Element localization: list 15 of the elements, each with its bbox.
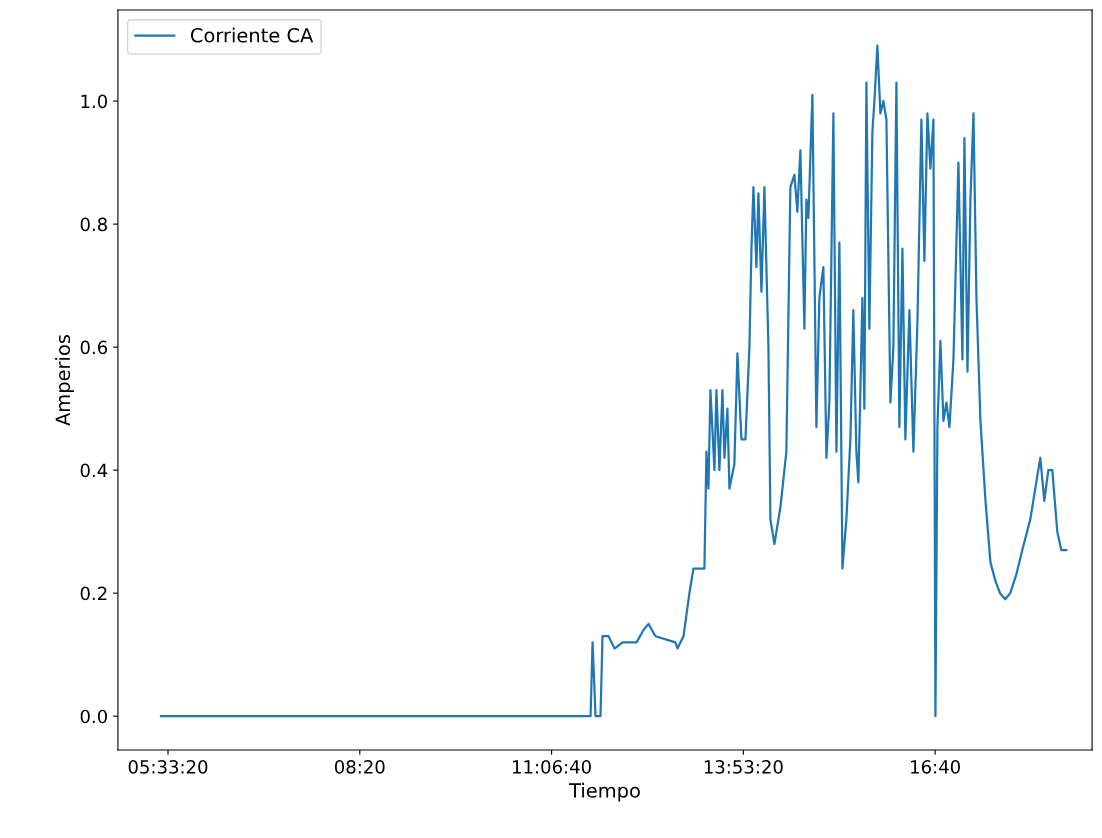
x-tick-label: 05:33:20 xyxy=(128,760,208,774)
line-series xyxy=(159,44,1068,718)
legend-label: Corriente CA xyxy=(190,27,314,43)
y-axis-title: Amperios xyxy=(55,335,74,426)
x-tick-label: 13:53:20 xyxy=(704,760,783,774)
y-tick-label: 1.0 xyxy=(81,94,107,109)
y-tick-label: 0.6 xyxy=(80,340,108,355)
y-tick-label: 0.4 xyxy=(80,463,108,478)
y-tick-label: 0.0 xyxy=(80,709,107,724)
y-tick-label: 0.8 xyxy=(80,217,107,232)
x-axis-title: Tiempo xyxy=(569,782,640,802)
x-tick-label: 11:06:40 xyxy=(513,760,591,774)
y-tick-label: 0.2 xyxy=(80,586,107,601)
x-tick-label: 16:40 xyxy=(911,760,960,774)
x-tick-label: 08:20 xyxy=(334,760,385,774)
